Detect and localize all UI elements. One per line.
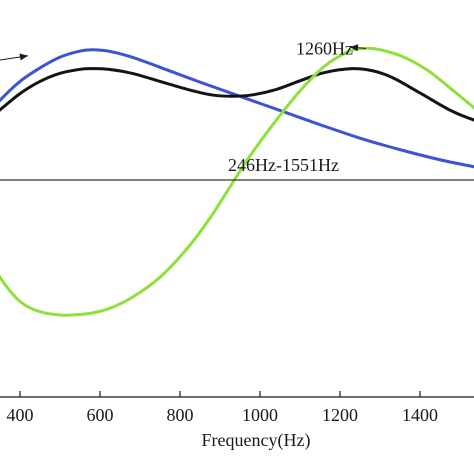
series-line-green — [0, 46, 474, 317]
annotation-layer: Hz 1260Hz 246Hz-1551Hz — [0, 38, 367, 175]
x-tick-label: 600 — [87, 405, 114, 425]
x-axis-title: Frequency(Hz) — [202, 430, 311, 451]
x-tick-label: 1200 — [322, 405, 358, 425]
x-tick-label: 800 — [167, 405, 194, 425]
annotation-arrowhead — [350, 44, 359, 52]
annotation-1260hz: 1260Hz — [296, 38, 353, 58]
x-axis: 400 600 800 1000 1200 1400 Frequency(Hz) — [0, 391, 474, 451]
x-tick-label: 1400 — [402, 405, 438, 425]
annotation-band-246-1551hz: 246Hz-1551Hz — [228, 155, 339, 175]
x-tick-label: 1000 — [242, 405, 278, 425]
x-tick-layer: 400 600 800 1000 1200 1400 — [7, 391, 438, 425]
annotation-arrowhead — [19, 53, 28, 61]
series-layer — [0, 46, 474, 317]
x-tick-label: 400 — [7, 405, 34, 425]
series-line-black — [0, 67, 474, 122]
series-line-blue — [0, 48, 474, 169]
